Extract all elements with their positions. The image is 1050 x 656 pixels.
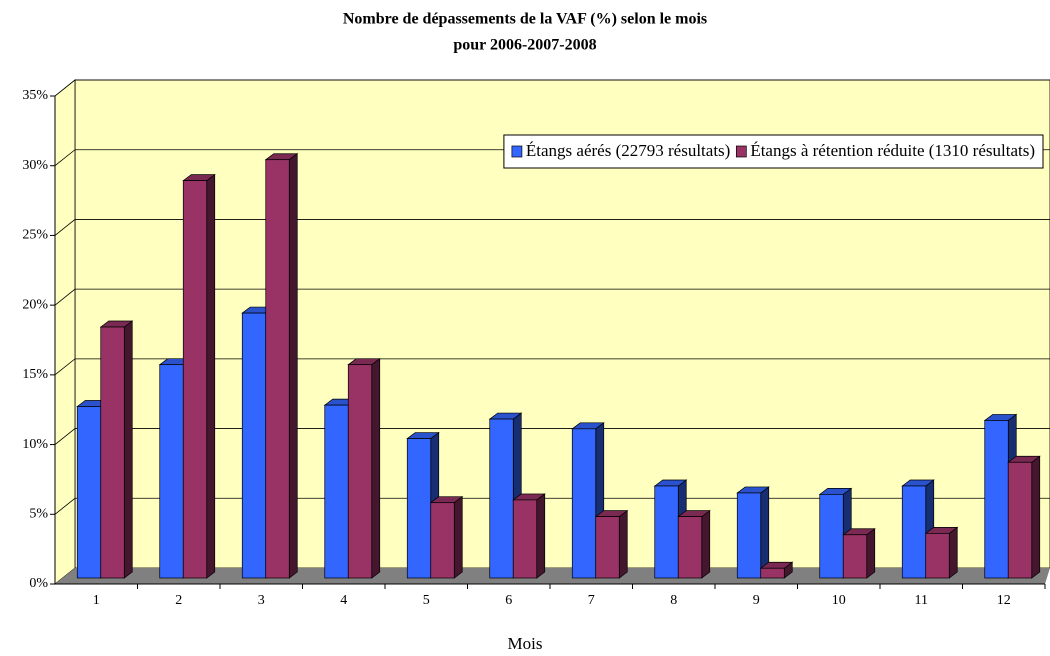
bar-front	[76, 406, 102, 579]
bar-front	[819, 493, 844, 579]
legend: Étangs aérés (22793 résultats) Étangs à r…	[503, 134, 1044, 169]
x-tick-label: 1	[93, 593, 100, 608]
bar-front	[1007, 461, 1033, 579]
y-tick-label: 0%	[29, 576, 48, 591]
bar-front	[654, 485, 679, 579]
y-tick-label: 10%	[22, 437, 48, 452]
bar-front	[100, 326, 125, 579]
bar-front	[347, 364, 373, 579]
x-tick-label: 8	[670, 593, 677, 608]
bar	[1007, 455, 1041, 579]
bar	[677, 509, 711, 579]
bar	[347, 357, 381, 579]
bar-front	[925, 533, 950, 579]
bar-side	[371, 357, 381, 579]
bar	[99, 320, 134, 579]
bar	[594, 509, 629, 579]
legend-swatch	[735, 145, 747, 158]
grid-line	[54, 358, 1050, 376]
bar-side	[453, 496, 463, 579]
legend-swatch	[511, 145, 523, 158]
bar-front	[595, 516, 620, 579]
bar-side	[1031, 455, 1041, 579]
bar-front	[736, 492, 762, 579]
bar	[264, 153, 299, 579]
x-tick-label: 5	[423, 593, 430, 608]
bar	[842, 528, 876, 579]
x-tick-label: 6	[505, 593, 512, 608]
bar	[759, 561, 794, 579]
bar-front	[324, 404, 349, 579]
bar	[512, 493, 546, 579]
grid-line	[54, 79, 1050, 97]
chart-title: Nombre de dépassements de la VAF (%) sel…	[343, 11, 707, 28]
bar-front	[406, 438, 432, 579]
bar	[924, 526, 959, 579]
bar-side	[618, 509, 628, 579]
y-tick-label: 30%	[22, 158, 48, 173]
x-tick-label: 12	[997, 593, 1011, 608]
grid-line	[54, 219, 1050, 236]
grid-line	[54, 288, 1050, 306]
chart-subtitle: pour 2006-2007-2008	[453, 37, 596, 54]
bar	[736, 486, 770, 579]
bar-front	[159, 364, 184, 579]
bar	[429, 496, 464, 579]
bar-front	[182, 180, 208, 579]
bar-front	[571, 428, 597, 579]
x-tick-label: 9	[753, 593, 760, 608]
y-tick-label: 5%	[29, 507, 48, 522]
y-tick-label: 25%	[22, 228, 48, 243]
bar-front	[489, 418, 514, 579]
bar-side	[866, 528, 876, 579]
x-tick-label: 11	[915, 593, 928, 608]
grid-line	[54, 428, 1050, 445]
x-tick-label: 3	[258, 593, 265, 608]
bar-front	[984, 420, 1009, 579]
y-tick-label: 20%	[22, 297, 48, 312]
x-tick-label: 2	[175, 593, 182, 608]
x-tick-label: 4	[340, 593, 347, 608]
x-tick-label: 10	[832, 593, 846, 608]
bar-side	[206, 173, 216, 579]
bar-front	[901, 485, 927, 579]
bar-front	[430, 502, 455, 579]
bar-front	[842, 534, 868, 579]
bar-side	[948, 526, 958, 579]
bar-front	[512, 499, 538, 579]
x-tick-label: 7	[588, 593, 595, 608]
bar-side	[701, 509, 711, 579]
bar	[182, 173, 216, 579]
legend-text: Étangs aérés (22793 résultats)	[526, 141, 730, 160]
bar-side	[536, 493, 546, 579]
legend-text: Étangs à rétention réduite (1310 résulta…	[750, 141, 1035, 160]
y-tick-label: 15%	[22, 367, 48, 382]
bar-front	[265, 159, 290, 579]
grid-line	[54, 497, 1050, 515]
bar-front	[677, 516, 703, 579]
floor	[55, 568, 1050, 584]
x-axis-label: Mois	[508, 634, 543, 653]
bar-side	[288, 153, 298, 579]
side-wall	[54, 79, 76, 585]
bar-front	[241, 312, 267, 579]
bar-side	[123, 320, 133, 579]
bar-front	[760, 567, 785, 579]
y-tick-label: 35%	[22, 88, 48, 103]
legend-box	[503, 134, 1044, 169]
